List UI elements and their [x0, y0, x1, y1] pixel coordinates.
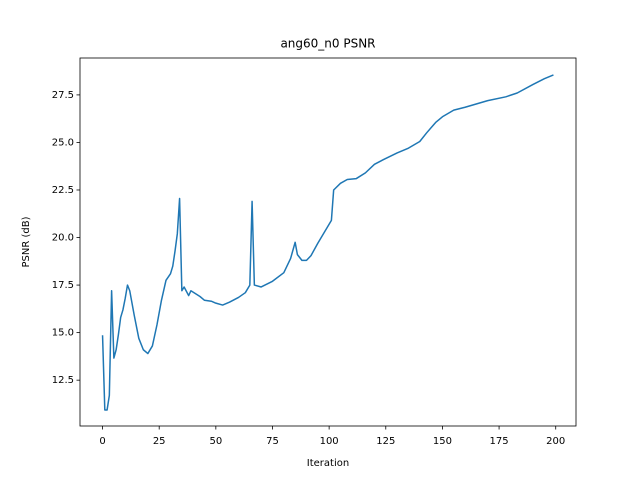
x-tick-label: 100 [320, 436, 339, 447]
y-tick-label: 22.5 [52, 185, 74, 196]
x-tick-label: 200 [546, 436, 565, 447]
y-tick-label: 15.0 [52, 328, 74, 339]
x-tick-label: 150 [433, 436, 452, 447]
x-tick-label: 0 [99, 436, 105, 447]
data-line [101, 74, 554, 411]
y-tick-label: 25.0 [52, 137, 74, 148]
y-tick-label: 27.5 [52, 90, 74, 101]
y-tick-label: 17.5 [52, 280, 74, 291]
x-tick-label: 175 [490, 436, 509, 447]
x-axis-label: Iteration [307, 458, 349, 469]
x-tick-label: 25 [153, 436, 166, 447]
y-tick-label: 12.5 [52, 375, 74, 386]
x-tick-label: 125 [376, 436, 395, 447]
chart-title: ang60_n0 PSNR [280, 37, 375, 51]
x-tick-label: 50 [209, 436, 222, 447]
x-tick-label: 75 [266, 436, 279, 447]
y-tick-label: 20.0 [52, 233, 74, 244]
axes-frame [79, 57, 577, 427]
y-axis-label: PSNR (dB) [21, 216, 32, 267]
